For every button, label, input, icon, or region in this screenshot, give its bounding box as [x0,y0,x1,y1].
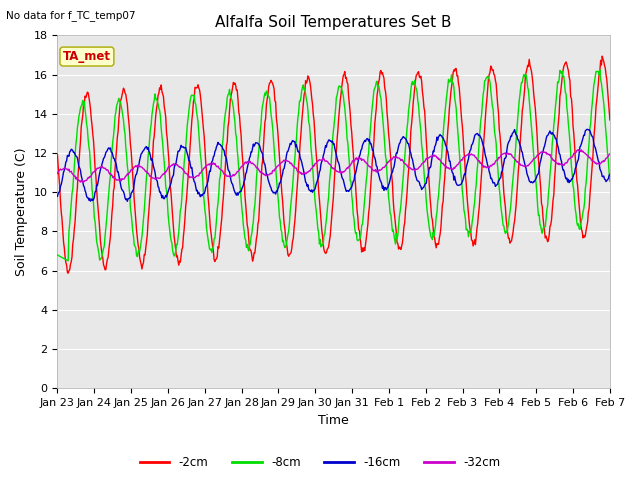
Text: TA_met: TA_met [63,50,111,63]
Title: Alfalfa Soil Temperatures Set B: Alfalfa Soil Temperatures Set B [216,15,452,30]
Text: No data for f_TC_temp07: No data for f_TC_temp07 [6,10,136,21]
Y-axis label: Soil Temperature (C): Soil Temperature (C) [15,147,28,276]
Legend: -2cm, -8cm, -16cm, -32cm: -2cm, -8cm, -16cm, -32cm [135,452,505,474]
X-axis label: Time: Time [318,414,349,427]
